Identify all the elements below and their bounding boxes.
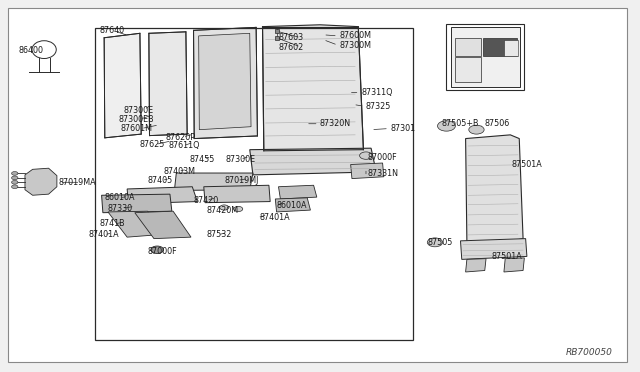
Text: 87403M: 87403M — [164, 167, 196, 176]
Text: 87019MJ: 87019MJ — [224, 176, 259, 185]
Text: 87405: 87405 — [148, 176, 173, 185]
Text: 87455: 87455 — [189, 155, 214, 164]
Text: 87501A: 87501A — [511, 160, 542, 169]
Text: 87000F: 87000F — [148, 247, 177, 256]
Circle shape — [151, 246, 164, 253]
Text: 87300E: 87300E — [124, 106, 154, 115]
Polygon shape — [351, 163, 384, 179]
Polygon shape — [466, 135, 523, 242]
Text: 87532: 87532 — [207, 230, 232, 240]
Text: 87331N: 87331N — [368, 169, 399, 178]
Polygon shape — [198, 33, 251, 130]
Text: 87625: 87625 — [140, 140, 165, 149]
Bar — [95, 29, 413, 340]
Text: 87505+B: 87505+B — [442, 119, 479, 128]
Polygon shape — [461, 238, 527, 259]
Polygon shape — [250, 148, 376, 175]
Polygon shape — [504, 39, 518, 55]
Polygon shape — [204, 185, 270, 203]
Text: 87501A: 87501A — [491, 252, 522, 261]
Polygon shape — [104, 33, 141, 138]
Text: 87401A: 87401A — [259, 213, 290, 222]
Circle shape — [12, 176, 18, 180]
Polygon shape — [456, 38, 481, 55]
Polygon shape — [149, 32, 187, 136]
Polygon shape — [127, 187, 197, 204]
Text: 87330: 87330 — [108, 204, 133, 213]
Text: 8741B: 8741B — [100, 219, 125, 228]
Polygon shape — [275, 198, 310, 212]
Polygon shape — [102, 194, 172, 213]
Circle shape — [438, 121, 456, 131]
Polygon shape — [262, 25, 364, 153]
Polygon shape — [108, 211, 166, 237]
Polygon shape — [278, 185, 317, 199]
Text: 87320N: 87320N — [320, 119, 351, 128]
Circle shape — [234, 206, 243, 212]
Text: 87301: 87301 — [390, 124, 415, 133]
Circle shape — [428, 238, 443, 247]
Circle shape — [12, 180, 18, 184]
Text: 87300E: 87300E — [225, 155, 255, 164]
Circle shape — [12, 171, 18, 175]
Text: 87311Q: 87311Q — [362, 88, 393, 97]
Text: 87019MA: 87019MA — [58, 178, 96, 187]
Polygon shape — [456, 57, 481, 82]
Polygon shape — [25, 168, 57, 195]
Text: 87603: 87603 — [278, 33, 303, 42]
Circle shape — [12, 185, 18, 189]
Ellipse shape — [32, 41, 56, 58]
Text: 87420: 87420 — [193, 196, 219, 205]
Text: 87505: 87505 — [428, 238, 452, 247]
Polygon shape — [451, 28, 520, 87]
Text: 87300EB: 87300EB — [119, 115, 154, 124]
Text: 87300M: 87300M — [339, 41, 371, 50]
Polygon shape — [504, 258, 524, 272]
Circle shape — [360, 152, 372, 159]
Text: 87601M: 87601M — [121, 124, 153, 133]
Polygon shape — [447, 24, 524, 90]
Text: 87640: 87640 — [100, 26, 125, 35]
Circle shape — [468, 125, 484, 134]
Text: 87325: 87325 — [366, 102, 391, 111]
Text: 87401A: 87401A — [89, 230, 120, 240]
Text: 86010A: 86010A — [105, 193, 135, 202]
Text: 87420M: 87420M — [206, 206, 239, 215]
Text: 86010A: 86010A — [276, 201, 307, 210]
Text: 86400: 86400 — [19, 46, 44, 55]
Polygon shape — [135, 211, 191, 238]
Text: 87506: 87506 — [484, 119, 510, 128]
Text: 87000F: 87000F — [368, 153, 397, 161]
Polygon shape — [466, 259, 486, 272]
Text: 87600M: 87600M — [339, 31, 371, 41]
Text: 87620P: 87620P — [166, 132, 195, 142]
Circle shape — [220, 205, 228, 210]
Polygon shape — [193, 28, 257, 138]
Text: 87611Q: 87611Q — [168, 141, 200, 151]
Polygon shape — [174, 173, 253, 190]
Text: RB700050: RB700050 — [566, 348, 612, 357]
Polygon shape — [483, 38, 516, 55]
Text: 87602: 87602 — [278, 42, 304, 51]
